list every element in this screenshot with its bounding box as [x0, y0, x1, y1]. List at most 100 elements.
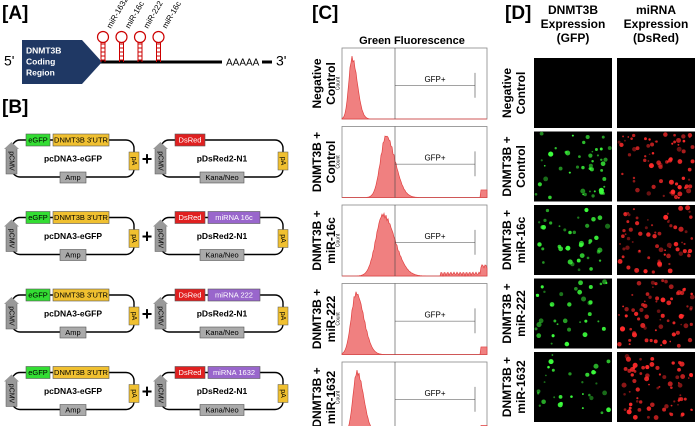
cell: [658, 385, 661, 388]
cell: [670, 297, 674, 301]
histogram-frame: [341, 204, 488, 277]
histogram: [342, 135, 488, 198]
panel-label: [B]: [2, 97, 28, 118]
cell: [551, 368, 555, 372]
cell: [631, 308, 635, 312]
cell: [669, 246, 672, 249]
cell: [643, 269, 648, 274]
micrograph: [617, 58, 695, 128]
cell: [681, 134, 686, 139]
cell: [677, 403, 679, 406]
cell: [624, 354, 630, 359]
cell: [582, 193, 584, 196]
cell: [676, 146, 682, 152]
cell: [577, 268, 581, 272]
cell: [597, 215, 603, 221]
cell: [675, 247, 680, 252]
polya: pA: [279, 389, 286, 398]
cell: [575, 165, 580, 169]
cell: [690, 237, 694, 240]
insert-box: [207, 366, 261, 379]
cell: [652, 233, 657, 239]
cell: [667, 381, 673, 387]
cell: [674, 182, 679, 186]
cell: [647, 160, 650, 162]
polya-box: [277, 151, 289, 171]
cell: [688, 210, 691, 213]
cell: [567, 302, 572, 307]
row-label: DNMT3B +: [310, 289, 324, 349]
cell: [687, 248, 693, 254]
insert: miRNA 222: [215, 290, 253, 299]
cell: [624, 212, 626, 215]
cell: [588, 300, 593, 305]
cell: [668, 262, 671, 266]
coding-region-text: DNMT3B: [26, 45, 61, 55]
cell: [603, 185, 606, 188]
cell: [589, 190, 591, 193]
cell: [677, 382, 680, 384]
cell: [579, 321, 581, 323]
polya: pA: [130, 157, 137, 166]
reporter-box: [25, 366, 51, 379]
gate-label: GFP+: [424, 75, 445, 84]
marker-box: [59, 326, 87, 339]
cell: [641, 365, 646, 370]
cell: [682, 249, 687, 254]
row-label: DNMT3B +: [310, 210, 324, 270]
marker: Kana/Neo: [205, 250, 238, 259]
cell: [565, 245, 571, 251]
cell: [630, 137, 633, 140]
cell: [588, 153, 593, 158]
promoter: pCMV: [8, 384, 15, 404]
cell: [652, 286, 654, 288]
cell: [603, 157, 608, 162]
cell: [635, 221, 640, 226]
cell: [579, 253, 585, 258]
marker: Amp: [65, 173, 80, 182]
cell: [680, 374, 686, 379]
polya: pA: [279, 234, 286, 243]
cell: [676, 137, 682, 143]
cell: [556, 323, 559, 326]
cell: [628, 338, 632, 342]
cell: [591, 370, 596, 375]
row-label: miR-1632: [514, 360, 528, 414]
cell: [656, 309, 661, 313]
row-label: miR-16c: [514, 216, 528, 263]
polya-box: [128, 151, 140, 171]
cell: [548, 195, 552, 200]
cell: [563, 228, 567, 232]
cell: [650, 280, 655, 285]
cell: [658, 373, 662, 376]
cell: [594, 147, 598, 151]
cell: [557, 402, 563, 408]
cell: [666, 212, 670, 215]
hairpin-loop: [133, 30, 147, 44]
polya: pA: [279, 312, 286, 321]
histogram-frame: [341, 126, 488, 198]
cell: [646, 144, 651, 148]
marker-box: [199, 171, 245, 184]
hairpin-loop: [152, 30, 165, 44]
cell: [605, 282, 608, 285]
cell: [682, 288, 686, 292]
insert-box: [207, 211, 261, 224]
cell: [645, 292, 650, 296]
cell: [619, 326, 626, 332]
cell: [684, 230, 688, 234]
cell: [581, 296, 587, 302]
plus: +: [142, 381, 153, 401]
cell: [584, 207, 589, 213]
insert: miRNA 16c: [215, 213, 253, 222]
cell: [624, 233, 627, 236]
marker-box: [59, 404, 87, 416]
cell: [673, 225, 678, 230]
row-label: miR-1632: [324, 371, 338, 425]
cell: [650, 224, 654, 227]
polya: pA: [279, 157, 286, 166]
cell: [673, 400, 676, 403]
row-label: Negative: [310, 58, 324, 108]
cell: [643, 300, 646, 303]
polya-box: [277, 229, 289, 248]
